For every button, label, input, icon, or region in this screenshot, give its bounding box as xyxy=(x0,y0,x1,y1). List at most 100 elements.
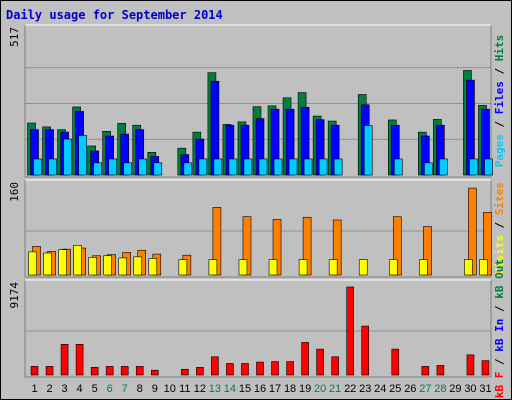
panel-frame xyxy=(24,179,492,278)
x-tick-label-day-28: 28 xyxy=(434,383,446,395)
x-tick-label-day-13: 13 xyxy=(209,383,221,395)
panel-legend: Visits / Sites xyxy=(493,182,506,275)
bar-pages-day-28 xyxy=(439,158,448,176)
bar-visits-day-25 xyxy=(388,259,398,276)
bar-pages-day-31 xyxy=(484,158,493,176)
bar-kb-f-day-5 xyxy=(90,367,99,376)
x-tick-label-day-19: 19 xyxy=(299,383,311,395)
legend-entry: Sites xyxy=(493,182,506,215)
x-tick-label-day-1: 1 xyxy=(31,383,37,395)
bar-visits-day-27 xyxy=(419,259,428,276)
bar-visits-day-31 xyxy=(479,259,488,276)
series-visits xyxy=(28,245,488,276)
bar-kb-f-day-17 xyxy=(271,361,279,376)
x-tick-label-day-29: 29 xyxy=(449,383,461,395)
bar-visits-day-11 xyxy=(178,259,188,276)
bar-pages-day-15 xyxy=(243,158,253,176)
x-tick-label-day-4: 4 xyxy=(77,383,83,395)
bar-pages-day-1 xyxy=(33,158,42,176)
bar-kb-f-day-9 xyxy=(150,369,159,376)
bar-pages-day-21 xyxy=(333,158,343,176)
x-tick-label-day-16: 16 xyxy=(254,383,266,395)
bar-kb-f-day-16 xyxy=(256,361,264,376)
x-tick-label-day-17: 17 xyxy=(269,383,281,395)
bar-pages-day-2 xyxy=(48,158,57,176)
x-tick-label-day-14: 14 xyxy=(224,383,236,395)
bar-visits-day-8 xyxy=(133,256,143,276)
bar-kb-f-day-4 xyxy=(75,344,84,376)
legend-entry: Pages xyxy=(493,134,506,167)
bar-pages-day-9 xyxy=(153,162,163,176)
bar-pages-day-17 xyxy=(273,158,283,176)
legend-entry: Visits xyxy=(493,235,506,275)
x-tick-label-day-26: 26 xyxy=(404,383,416,395)
x-tick-label-day-22: 22 xyxy=(344,383,356,395)
x-tick-label-day-7: 7 xyxy=(122,383,128,395)
x-tick-label-day-15: 15 xyxy=(239,383,251,395)
bar-kb-f-day-3 xyxy=(60,344,69,376)
bar-pages-day-19 xyxy=(303,158,313,176)
x-tick-label-day-2: 2 xyxy=(46,383,52,395)
bar-visits-day-5 xyxy=(88,257,97,276)
bar-visits-day-6 xyxy=(103,255,112,276)
bar-pages-day-20 xyxy=(318,158,328,176)
bar-visits-day-30 xyxy=(464,259,473,276)
bar-visits-day-19 xyxy=(298,259,308,276)
bar-kb-f-day-8 xyxy=(135,366,144,376)
bar-visits-day-3 xyxy=(58,249,67,276)
bar-kb-f-day-30 xyxy=(466,354,475,376)
panel-legend: Pages / Files / Hits xyxy=(493,35,506,168)
bar-kb-f-day-25 xyxy=(391,348,400,376)
bar-pages-day-7 xyxy=(123,162,133,176)
bar-kb-f-day-19 xyxy=(301,342,309,376)
bar-pages-day-13 xyxy=(213,158,223,176)
bar-visits-day-4 xyxy=(73,245,82,276)
bar-pages-day-27 xyxy=(424,162,433,176)
x-tick-label-day-30: 30 xyxy=(464,383,476,395)
bar-visits-day-1 xyxy=(28,251,37,276)
bar-pages-day-16 xyxy=(258,158,268,176)
bar-pages-day-4 xyxy=(78,135,87,176)
bar-pages-day-18 xyxy=(288,158,298,176)
legend-separator: / xyxy=(493,215,506,235)
x-tick-label-day-5: 5 xyxy=(92,383,98,395)
x-tick-label-day-11: 11 xyxy=(179,383,190,395)
panel-visits-sites: 160 Visits / Sites xyxy=(8,179,506,278)
chart-title: Daily usage for September 2014 xyxy=(6,8,223,22)
bar-kb-f-day-28 xyxy=(436,365,445,376)
bar-kb-f-day-13 xyxy=(211,356,219,376)
x-tick-label-day-23: 23 xyxy=(359,383,371,395)
bar-pages-day-14 xyxy=(228,158,238,176)
bar-visits-day-2 xyxy=(43,252,52,276)
bar-kb-f-day-15 xyxy=(241,363,249,376)
bar-kb-f-day-14 xyxy=(226,363,234,376)
bar-visits-day-21 xyxy=(328,259,338,276)
y-axis-max-label: 160 xyxy=(8,182,21,202)
x-tick-label-day-8: 8 xyxy=(137,383,143,395)
bar-kb-f-day-22 xyxy=(346,286,354,376)
legend-separator: / xyxy=(493,61,506,81)
x-tick-label-day-24: 24 xyxy=(374,383,386,395)
bar-pages-day-12 xyxy=(198,158,208,176)
bar-pages-day-30 xyxy=(469,158,478,176)
bar-kb-f-day-2 xyxy=(45,366,54,376)
bar-kb-f-day-18 xyxy=(286,361,294,376)
bar-visits-day-13 xyxy=(208,259,218,276)
bar-pages-day-25 xyxy=(393,158,403,176)
legend-separator: / xyxy=(493,114,506,134)
panel-frame xyxy=(24,279,492,378)
bar-kb-f-day-23 xyxy=(361,325,370,376)
bar-pages-day-3 xyxy=(63,138,72,176)
x-tick-label-day-27: 27 xyxy=(419,383,431,395)
bar-visits-day-9 xyxy=(148,258,158,276)
x-tick-label-day-10: 10 xyxy=(164,383,176,395)
bar-pages-day-5 xyxy=(93,162,102,176)
x-axis-tick-labels: 1 2 3 4 5 6 7 8 9 10 11 12 13 14 15 16 17 18 19 20 21 22 23 24 2… xyxy=(31,383,491,395)
legend-entry: Files xyxy=(493,81,506,114)
bar-visits-day-7 xyxy=(118,257,128,276)
series-kb-f xyxy=(30,286,490,376)
x-tick-label-day-31: 31 xyxy=(479,383,491,395)
series-pages xyxy=(33,125,493,176)
